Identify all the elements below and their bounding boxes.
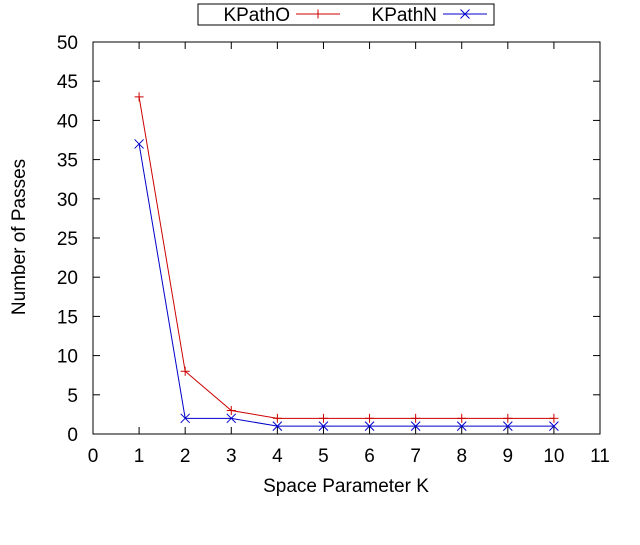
data-point-kpathn [549, 421, 559, 432]
y-tick-label: 50 [57, 33, 78, 54]
y-tick-label: 30 [57, 190, 78, 211]
legend-marker-kpatho [313, 9, 323, 19]
plot-frame [92, 41, 601, 435]
y-tick-label: 20 [57, 268, 78, 289]
legend-marker-kpathn [460, 9, 470, 19]
data-point-kpatho [365, 413, 375, 423]
data-point-kpatho [503, 413, 513, 423]
data-point-kpatho [272, 413, 282, 423]
series-kpatho [134, 92, 559, 423]
data-point-kpatho [549, 413, 559, 423]
y-tick-label: 5 [67, 386, 78, 407]
legend-label-kpathn: KPathN [372, 5, 437, 26]
data-point-kpatho [226, 405, 236, 415]
x-tick-label: 2 [180, 446, 191, 467]
y-tick-label: 10 [57, 347, 78, 368]
data-point-kpathn [456, 421, 467, 432]
data-point-kpathn [502, 421, 513, 432]
data-point-kpatho [134, 92, 144, 102]
series-kpathn [134, 139, 559, 432]
y-tick-label: 15 [57, 307, 78, 328]
x-tick-label: 5 [318, 446, 329, 467]
x-tick-label: 3 [226, 446, 237, 467]
data-point-kpathn [134, 139, 144, 149]
data-point-kpathn [410, 421, 421, 432]
y-tick-label: 25 [57, 229, 78, 250]
data-point-kpatho [180, 366, 190, 376]
x-axis-title: Space Parameter K [263, 476, 429, 497]
x-tick-label: 7 [410, 446, 421, 467]
data-point-kpathn [226, 413, 237, 424]
series-line-kpathn [138, 143, 554, 427]
x-tick-label: 10 [543, 446, 564, 467]
x-tick-label: 8 [456, 446, 467, 467]
x-tick-label: 9 [503, 446, 514, 467]
data-point-kpatho [318, 413, 328, 423]
x-tick-label: 11 [590, 446, 610, 467]
y-tick-label: 45 [57, 72, 78, 93]
data-point-kpathn [364, 421, 375, 432]
x-tick-label: 6 [364, 446, 375, 467]
data-point-kpatho [411, 413, 421, 423]
y-tick-label: 35 [57, 151, 78, 172]
data-point-kpathn [272, 421, 283, 432]
legend-box [197, 3, 495, 26]
data-point-kpathn [318, 421, 329, 432]
x-tick-label: 4 [272, 446, 283, 467]
y-tick-label: 0 [67, 425, 78, 446]
series-line-kpatho [138, 96, 554, 419]
y-tick-label: 40 [57, 111, 78, 132]
legend-label-kpatho: KPathO [223, 5, 290, 26]
x-tick-label: 0 [88, 446, 99, 467]
y-axis-title: Number of Passes [9, 159, 30, 315]
data-point-kpatho [457, 413, 467, 423]
data-point-kpathn [180, 413, 191, 424]
x-tick-label: 1 [134, 446, 145, 467]
